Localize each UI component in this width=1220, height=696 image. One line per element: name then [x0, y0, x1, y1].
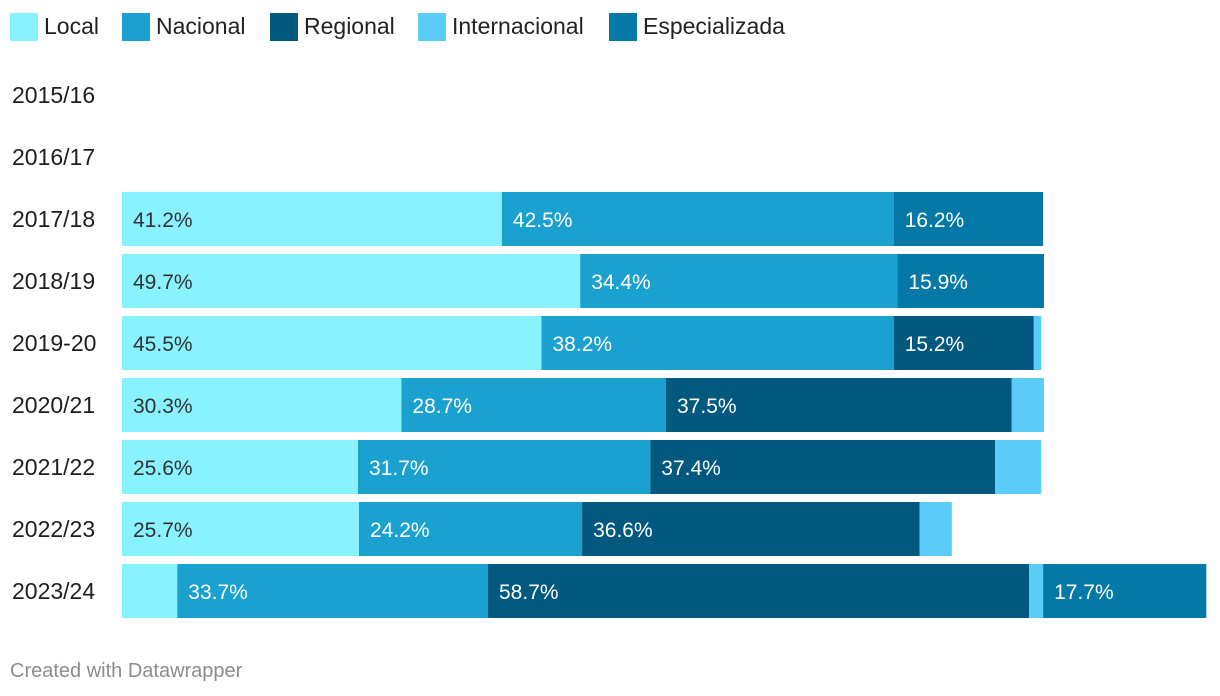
bar-segment-local [122, 254, 581, 308]
bar-segment-local [122, 316, 542, 370]
category-label: 2017/18 [12, 206, 95, 232]
bar-segment-internacional [1033, 316, 1042, 370]
legend-label-local: Local [44, 13, 99, 39]
bar-segment-especializada [1043, 564, 1207, 618]
bar-row-2017-18: 2017/18 41.2% 42.5% 16.2% [12, 192, 1044, 246]
bar-segment-internacional [995, 440, 1042, 494]
data-label-regional: 37.4% [661, 457, 721, 480]
bar-segment-nacional [580, 254, 898, 308]
legend-item-especializada: Especializada [609, 13, 785, 41]
chart-rows: 2015/16 2016/17 2017/18 41.2% 42.5% 16.2% 2018… [12, 82, 1207, 618]
bar-row-2021-22: 2021/22 25.6% 31.7% 37.4% [12, 440, 1042, 494]
legend-label-regional: Regional [304, 13, 395, 39]
data-label-nacional: 38.2% [553, 333, 613, 356]
bar-row-2023-24: 2023/24 33.7% 58.7% 17.7% [12, 564, 1207, 618]
data-label-nacional: 34.4% [591, 271, 651, 294]
data-label-local: 25.7% [133, 519, 193, 542]
data-label-especializada: 16.2% [905, 209, 965, 232]
bar-segment-local [122, 192, 502, 246]
bar-segment-regional [650, 440, 996, 494]
legend-swatch-local [10, 13, 38, 41]
data-label-local: 30.3% [133, 395, 193, 418]
bar-segment-nacional [401, 378, 666, 432]
footer-credit: Created with Datawrapper [10, 660, 243, 682]
data-label-regional: 15.2% [905, 333, 965, 356]
bar-row-2022-23: 2022/23 25.7% 24.2% 36.6% [12, 502, 952, 556]
legend-swatch-nacional [122, 13, 150, 41]
bar-segment-nacional [177, 564, 489, 618]
legend-label-especializada: Especializada [643, 13, 785, 39]
bar-row-2016-17: 2016/17 [12, 144, 95, 170]
data-label-regional: 36.6% [593, 519, 653, 542]
bar-segment-local [122, 502, 359, 556]
data-label-nacional: 24.2% [370, 519, 430, 542]
category-label: 2021/22 [12, 454, 95, 480]
legend-item-nacional: Nacional [122, 13, 246, 41]
bar-segment-nacional [359, 502, 583, 556]
bar-segment-local [122, 378, 402, 432]
bar-segment-internacional [1011, 378, 1044, 432]
bar-segment-regional [893, 316, 1034, 370]
data-label-nacional: 28.7% [412, 395, 472, 418]
bar-row-2015-16: 2015/16 [12, 82, 95, 108]
bar-segment-especializada [893, 192, 1044, 246]
category-label: 2019-20 [12, 330, 96, 356]
bar-segment-internacional [919, 502, 952, 556]
data-label-regional: 58.7% [499, 581, 559, 604]
data-label-especializada: 17.7% [1054, 581, 1114, 604]
bar-segment-especializada [897, 254, 1044, 308]
data-label-local: 41.2% [133, 209, 193, 232]
bar-segment-local [122, 564, 178, 618]
legend-label-internacional: Internacional [452, 13, 584, 39]
bar-segment-regional [582, 502, 920, 556]
data-label-local: 25.6% [133, 457, 193, 480]
bar-row-2019-20: 2019-20 45.5% 38.2% 15.2% [12, 316, 1042, 370]
category-label: 2018/19 [12, 268, 95, 294]
category-label: 2023/24 [12, 578, 95, 604]
bar-row-2018-19: 2018/19 49.7% 34.4% 15.9% [12, 254, 1044, 308]
data-label-especializada: 15.9% [908, 271, 968, 294]
category-label: 2015/16 [12, 82, 95, 108]
category-label: 2016/17 [12, 144, 95, 170]
data-label-nacional: 42.5% [513, 209, 573, 232]
legend-swatch-regional [270, 13, 298, 41]
legend-swatch-especializada [609, 13, 637, 41]
bar-segment-nacional [358, 440, 651, 494]
category-label: 2022/23 [12, 516, 95, 542]
bar-segment-local [122, 440, 358, 494]
legend-label-nacional: Nacional [156, 13, 246, 39]
legend-swatch-internacional [418, 13, 446, 41]
bar-segment-regional [488, 564, 1030, 618]
legend-item-local: Local [10, 13, 99, 41]
legend-item-internacional: Internacional [418, 13, 584, 41]
category-label: 2020/21 [12, 392, 95, 418]
legend: Local Nacional Regional Internacional Especi… [10, 13, 785, 41]
bar-segment-nacional [541, 316, 894, 370]
data-label-nacional: 31.7% [369, 457, 429, 480]
data-label-regional: 37.5% [677, 395, 737, 418]
bar-row-2020-21: 2020/21 30.3% 28.7% 37.5% [12, 378, 1044, 432]
data-label-local: 49.7% [133, 271, 193, 294]
bar-segment-regional [666, 378, 1012, 432]
legend-item-regional: Regional [270, 13, 395, 41]
data-label-local: 45.5% [133, 333, 193, 356]
data-label-nacional: 33.7% [188, 581, 248, 604]
bar-segment-internacional [1029, 564, 1043, 618]
bar-segment-nacional [501, 192, 894, 246]
